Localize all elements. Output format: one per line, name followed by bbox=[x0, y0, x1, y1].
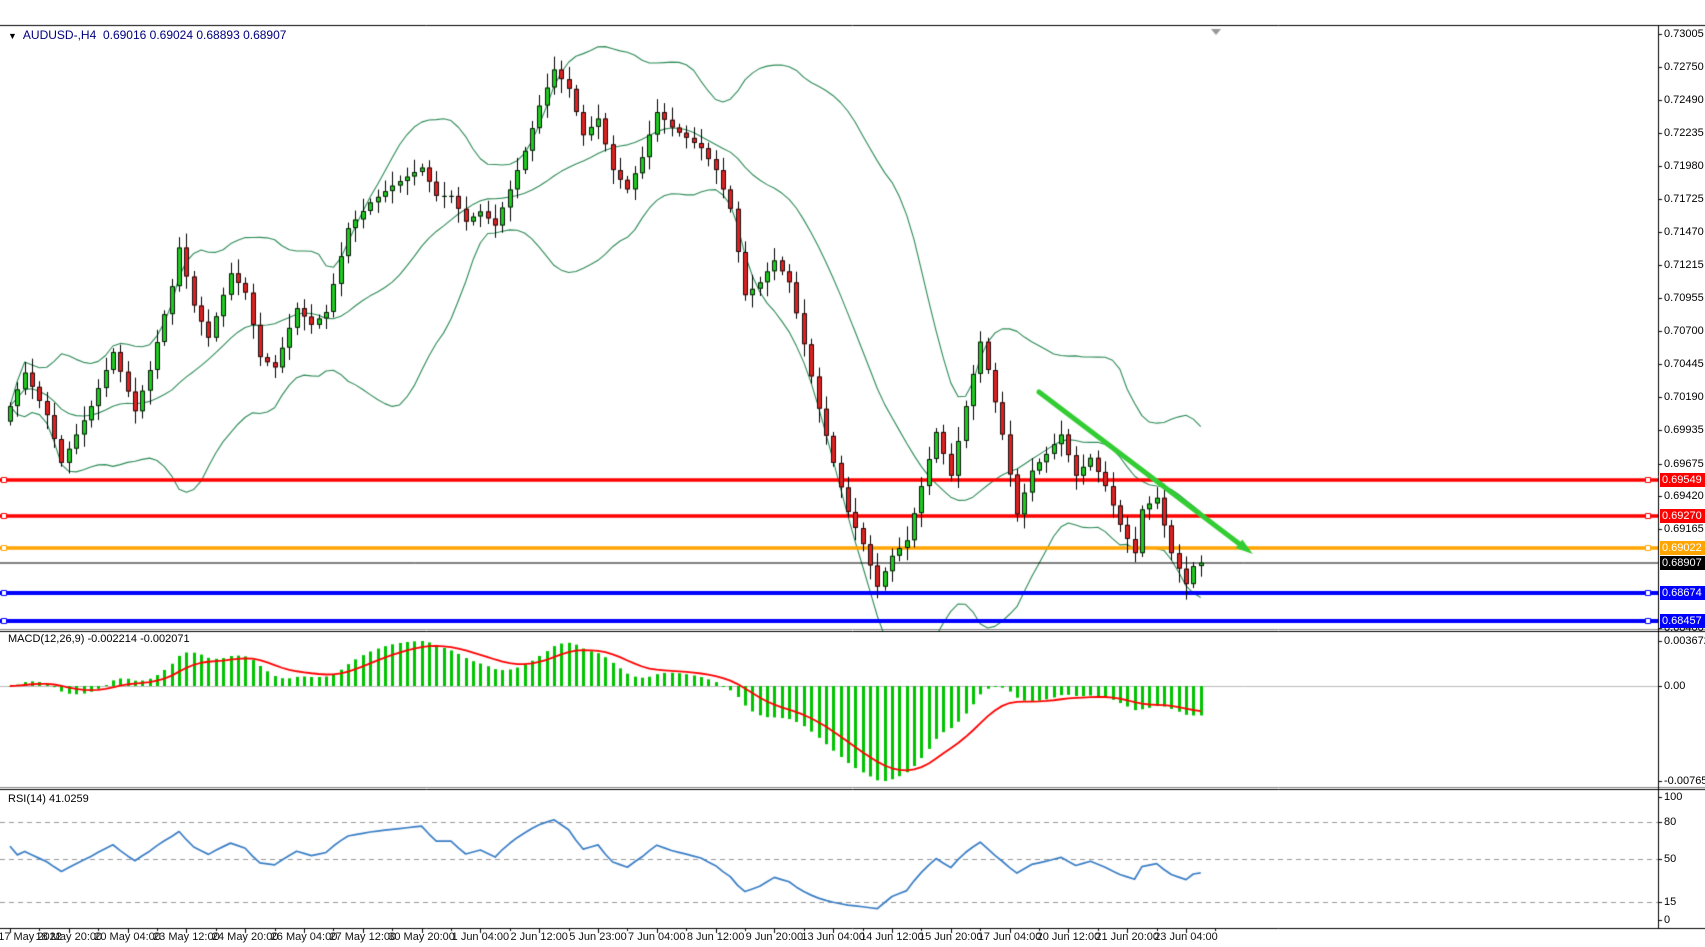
price-tick: 0.69420 bbox=[1664, 490, 1704, 503]
time-axis-label: 7 Jun 04:00 bbox=[628, 931, 686, 943]
time-axis-label: 8 Jun 12:00 bbox=[686, 931, 745, 943]
price-tick: 0.70955 bbox=[1664, 292, 1704, 305]
rsi-axis-tick: 100 bbox=[1664, 791, 1683, 803]
price-tick: 0.71725 bbox=[1664, 193, 1704, 206]
time-axis-label: 18 May 20:00 bbox=[35, 931, 103, 943]
time-axis-label: 27 May 12:00 bbox=[329, 931, 397, 943]
price-tick: 0.70190 bbox=[1664, 391, 1704, 404]
time-axis-label: 17 Jun 04:00 bbox=[977, 931, 1042, 943]
time-axis-label: 20 Jun 12:00 bbox=[1036, 931, 1101, 943]
ohlc-values: 0.69016 0.69024 0.68893 0.68907 bbox=[102, 28, 287, 42]
price-tick: 0.70700 bbox=[1664, 325, 1704, 338]
time-axis-label: 5 Jun 23:00 bbox=[569, 931, 627, 943]
time-axis-label: 2 Jun 12:00 bbox=[510, 931, 568, 943]
macd-axis-tick: 0.003672 bbox=[1664, 635, 1705, 647]
price-badge: 0.68457 bbox=[1660, 613, 1705, 628]
macd-axis-tick: 0.00 bbox=[1664, 680, 1686, 692]
time-axis-label: 30 May 20:00 bbox=[388, 931, 455, 943]
time-axis-label: 15 Jun 20:00 bbox=[918, 931, 983, 943]
rsi-axis-tick: 80 bbox=[1664, 815, 1677, 828]
time-axis-label: 26 May 04:00 bbox=[270, 931, 338, 943]
price-tick: 0.69675 bbox=[1664, 457, 1704, 470]
time-axis-label: 9 Jun 20:00 bbox=[745, 931, 804, 943]
time-axis-label: 1 Jun 04:00 bbox=[451, 931, 510, 943]
price-badge: 0.68674 bbox=[1660, 585, 1705, 600]
time-axis-label: 20 May 04:00 bbox=[94, 931, 161, 943]
price-badge: 0.69022 bbox=[1660, 540, 1705, 555]
symbol-label: AUDUSD-,H4 bbox=[22, 28, 97, 42]
price-tick: 0.69935 bbox=[1664, 423, 1704, 436]
price-tick: 0.72490 bbox=[1664, 94, 1704, 107]
time-axis-label: 24 May 20:00 bbox=[211, 931, 279, 943]
macd-axis-tick: -0.007656 bbox=[1664, 775, 1705, 787]
time-axis-label: 13 Jun 04:00 bbox=[801, 931, 865, 943]
price-tick: 0.71470 bbox=[1664, 225, 1704, 238]
price-badge: 0.69549 bbox=[1660, 472, 1705, 487]
price-tick: 0.69165 bbox=[1664, 523, 1704, 536]
price-tick: 0.71215 bbox=[1664, 258, 1704, 271]
time-axis-label: 14 Jun 12:00 bbox=[860, 931, 924, 943]
price-tick: 0.71980 bbox=[1664, 160, 1704, 173]
price-tick: 0.70445 bbox=[1664, 358, 1704, 371]
rsi-axis-tick: 15 bbox=[1664, 895, 1677, 908]
rsi-axis-tick: 0 bbox=[1664, 914, 1671, 926]
rsi-label: RSI(14) 41.0259 bbox=[8, 793, 89, 805]
price-tick: 0.72750 bbox=[1664, 60, 1704, 73]
time-axis-label: 21 Jun 20:00 bbox=[1095, 931, 1159, 943]
price-tick: 0.72235 bbox=[1664, 127, 1704, 140]
chevron-down-icon[interactable]: ▼ bbox=[8, 31, 17, 41]
price-badge: 0.68907 bbox=[1660, 555, 1705, 570]
time-axis-label: 23 Jun 04:00 bbox=[1154, 931, 1218, 943]
chart-title: ▼ AUDUSD-,H4 0.69016 0.69024 0.68893 0.68… bbox=[8, 28, 286, 42]
time-axis-label: 17 May 2022 bbox=[0, 931, 62, 943]
macd-label: MACD(12,26,9) -0.002214 -0.002071 bbox=[8, 633, 190, 645]
price-badge: 0.69270 bbox=[1660, 508, 1705, 523]
time-axis-label: 23 May 12:00 bbox=[153, 931, 220, 943]
rsi-axis-tick: 50 bbox=[1664, 852, 1677, 865]
price-tick: 0.73005 bbox=[1664, 28, 1704, 40]
